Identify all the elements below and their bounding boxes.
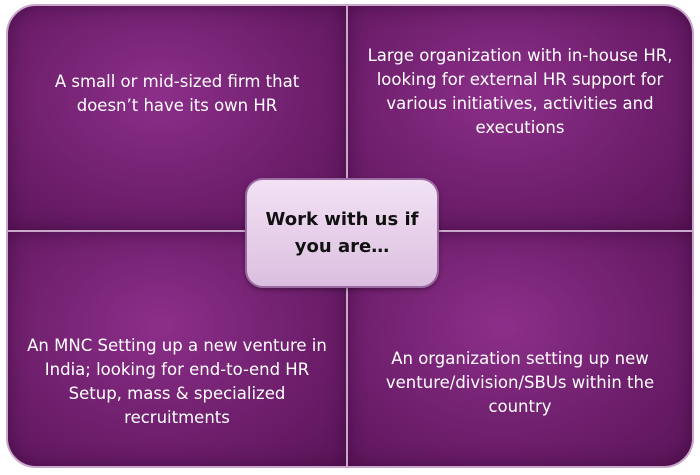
quadrant-bottom-left-text: An MNC Setting up a new venture in India… [27,336,327,427]
quadrant-top-left-text: A small or mid-sized firm that doesn’t h… [54,72,300,115]
quadrant-top-right-text: Large organization with in-house HR, loo… [367,46,673,137]
quadrant-top-right: Large organization with in-house HR, loo… [346,4,694,232]
quadrant-bottom-right-text: An organization setting up new venture/d… [385,349,655,416]
center-callout-text: Work with us if you are… [265,209,419,257]
quadrant-top-left: A small or mid-sized firm that doesn’t h… [6,4,348,232]
center-callout: Work with us if you are… [245,178,439,288]
